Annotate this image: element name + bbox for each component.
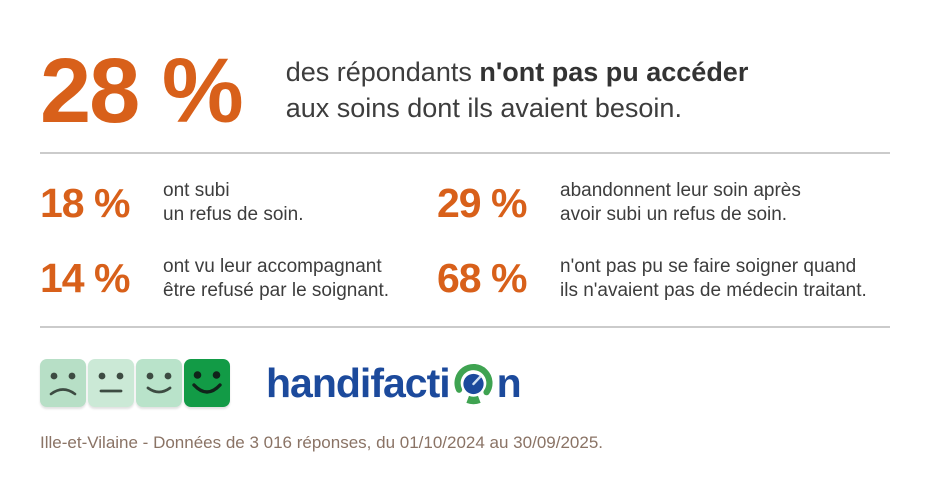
neutral-face-icon bbox=[88, 359, 134, 408]
hero-stat-text: des répondants n'ont pas pu accéder aux … bbox=[286, 55, 749, 127]
stat-description: abandonnent leur soin après avoir subi u… bbox=[560, 179, 801, 228]
divider-top bbox=[40, 152, 890, 154]
stat-value: 68 % bbox=[437, 255, 527, 302]
smile-face-icon bbox=[136, 359, 182, 408]
hero-text-line2: aux soins dont ils avaient besoin. bbox=[285, 93, 682, 123]
smiley-scale bbox=[40, 359, 230, 408]
stat-desc-line: avoir subi un refus de soin. bbox=[560, 204, 788, 226]
happy-face-icon bbox=[184, 359, 230, 408]
stat-desc-line: abandonnent leur soin après bbox=[560, 180, 801, 201]
stat-desc-line: ont subi bbox=[163, 180, 230, 201]
stat-refus-de-soin: 18 % ont subi un refus de soin. bbox=[40, 179, 437, 228]
hero-text-line1-bold: n'ont pas pu accéder bbox=[479, 57, 749, 88]
stat-accompagnant-refuse: 14 % ont vu leur accompagnant être refus… bbox=[40, 255, 437, 304]
hero-stat-value: 28 % bbox=[40, 40, 244, 142]
stat-desc-line: ils n'avaient pas de médecin traitant. bbox=[560, 279, 867, 301]
stat-desc-line: ont vu leur accompagnant bbox=[163, 255, 382, 277]
divider-bottom bbox=[40, 326, 890, 329]
stats-grid: 18 % ont subi un refus de soin. 29 % aba… bbox=[40, 179, 890, 303]
stat-desc-line: être refusé par le soignant. bbox=[163, 279, 390, 301]
handifaction-wordmark: handifacti n bbox=[266, 356, 522, 414]
hero-text-line1: des répondants n'ont pas pu accéder bbox=[286, 55, 749, 91]
wordmark-text-left: handifacti bbox=[266, 359, 451, 406]
gauge-icon bbox=[451, 359, 496, 414]
sad-face-icon bbox=[40, 359, 86, 408]
handifaction-logo: handifacti n bbox=[40, 357, 890, 409]
stat-description: ont vu leur accompagnant être refusé par… bbox=[163, 255, 389, 304]
stat-desc-line: un refus de soin. bbox=[163, 204, 304, 226]
hero-section: 28 % des répondants n'ont pas pu accéder… bbox=[40, 30, 890, 152]
wordmark-text-right: n bbox=[496, 359, 522, 406]
stat-description: ont subi un refus de soin. bbox=[163, 179, 303, 228]
footer-caption: Ille-et-Vilaine - Données de 3 016 répon… bbox=[40, 433, 603, 453]
stat-abandon-soin: 29 % abandonnent leur soin après avoir s… bbox=[437, 179, 890, 228]
stat-value: 14 % bbox=[40, 255, 130, 302]
stat-value: 29 % bbox=[437, 179, 527, 226]
hero-text-line1-prefix: des répondants bbox=[285, 57, 480, 88]
stat-description: n'ont pas pu se faire soigner quand ils … bbox=[560, 255, 867, 304]
stat-sans-medecin-traitant: 68 % n'ont pas pu se faire soigner quand… bbox=[437, 255, 890, 304]
stat-value: 18 % bbox=[40, 179, 130, 226]
stat-desc-line: n'ont pas pu se faire soigner quand bbox=[560, 255, 857, 277]
